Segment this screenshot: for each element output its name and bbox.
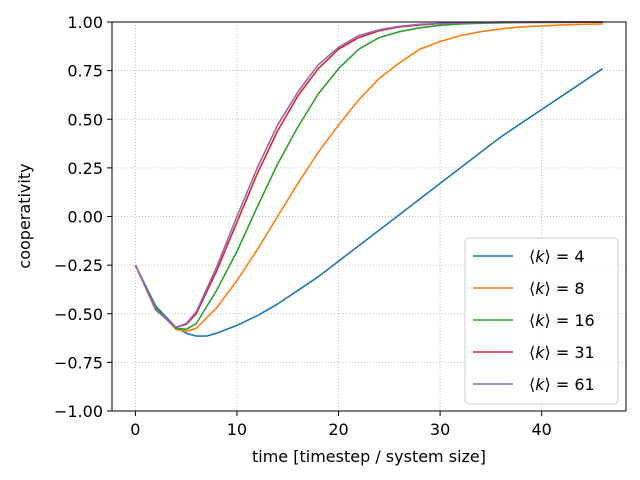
y-tick-label: 1.00 xyxy=(67,13,103,32)
y-tick-label: 0.00 xyxy=(67,208,103,227)
legend-label-k8: ⟨k⟩ = 8 xyxy=(529,279,585,298)
legend-label-k16: ⟨k⟩ = 16 xyxy=(529,311,595,330)
x-tick-label: 30 xyxy=(430,420,450,439)
series-line-k8 xyxy=(134,23,603,333)
y-tick-label: 0.25 xyxy=(67,159,103,178)
y-tick-label: −0.75 xyxy=(54,353,103,372)
legend-label-k4: ⟨k⟩ = 4 xyxy=(529,247,585,266)
legend-label-k31: ⟨k⟩ = 31 xyxy=(529,343,595,362)
y-tick-label: 0.50 xyxy=(67,110,103,129)
x-tick-label: 20 xyxy=(328,420,348,439)
ticks xyxy=(107,21,543,416)
x-axis-label: time [timestep / system size] xyxy=(252,447,486,466)
y-tick-label: −0.25 xyxy=(54,256,103,275)
y-tick-label: −1.00 xyxy=(54,402,103,421)
x-tick-label: 40 xyxy=(532,420,552,439)
legend: ⟨k⟩ = 4 ⟨k⟩ = 8 ⟨k⟩ = 16 ⟨k⟩ = 31 ⟨k⟩ = 61 xyxy=(464,237,619,405)
y-tick-label: 0.75 xyxy=(67,62,103,81)
series-line-k4 xyxy=(134,68,604,337)
x-tick-label: 0 xyxy=(130,420,140,439)
legend-box xyxy=(464,237,619,405)
y-axis-label: cooperativity xyxy=(15,163,34,268)
legend-label-k61: ⟨k⟩ = 61 xyxy=(529,375,595,394)
tick-labels: 0 10 20 30 40 −1.00 −0.75 −0.50 −0.25 0.00 0.25 0.5… xyxy=(54,13,552,439)
x-tick-label: 10 xyxy=(227,420,247,439)
y-tick-label: −0.50 xyxy=(54,305,103,324)
